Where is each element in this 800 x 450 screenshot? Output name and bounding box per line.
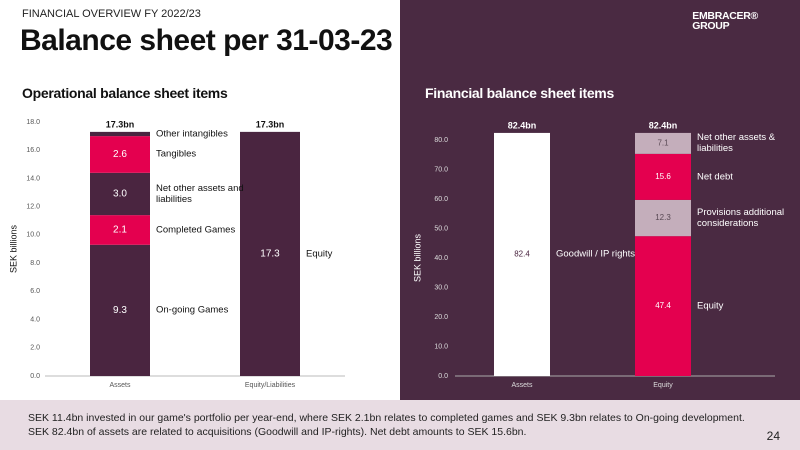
value-label: 2.1 <box>113 225 127 236</box>
y-tick-label: 8.0 <box>30 260 40 267</box>
series-label: On-going Games <box>156 304 229 316</box>
y-tick-label: 20.0 <box>434 314 448 321</box>
value-label: 12.3 <box>655 213 671 222</box>
logo-line: GROUP <box>692 20 730 32</box>
x-tick-label: Equity <box>653 382 673 389</box>
series-label: Net other assets and liabilities <box>156 182 244 205</box>
logo: EMBRACER® GROUP <box>692 10 758 32</box>
chart-title: Operational balance sheet items <box>22 85 228 101</box>
x-tick-label: Assets <box>511 382 533 389</box>
value-label: 9.3 <box>113 305 127 316</box>
total-label: 82.4bn <box>649 120 678 130</box>
slide-title: Balance sheet per 31-03-23 <box>20 24 393 57</box>
bar-segment <box>90 136 150 173</box>
bar-segment <box>90 244 150 376</box>
value-label: 15.6 <box>655 172 671 181</box>
series-label: Other intangibles <box>156 128 228 140</box>
bar-segment <box>494 132 550 376</box>
y-tick-label: 80.0 <box>434 137 448 144</box>
bar-segment <box>635 132 691 154</box>
y-tick-label: 10.0 <box>434 343 448 350</box>
y-tick-label: 14.0 <box>26 175 40 182</box>
y-tick-label: 0.0 <box>30 373 40 380</box>
y-tick-label: 6.0 <box>30 288 40 295</box>
y-tick-label: 50.0 <box>434 225 448 232</box>
bar-segment <box>90 131 150 137</box>
bar-segment <box>635 153 691 200</box>
charts: 0.0 2.0 4.0 6.0 8.0 10.0 12.0 14.0 16.0 18.0 SEK b… <box>8 119 775 389</box>
bar-segment <box>90 215 150 245</box>
bar-segment <box>635 199 691 237</box>
logo-line: EMBRACER® <box>692 10 758 22</box>
y-tick-label: 60.0 <box>434 196 448 203</box>
y-axis-title: SEK billions <box>8 224 18 273</box>
series-label: Completed Games <box>156 224 236 236</box>
value-label: 82.4 <box>514 250 530 259</box>
footer-text: SEK 11.4bn invested in our game's portfo… <box>28 412 745 438</box>
total-label: 82.4bn <box>508 120 537 130</box>
y-tick-label: 12.0 <box>26 204 40 211</box>
series-label: Net debt <box>697 171 733 183</box>
page-number: 24 <box>766 429 780 443</box>
total-label: 17.3bn <box>256 119 285 129</box>
series-label: Tangibles <box>156 148 197 160</box>
bar-segment <box>90 172 150 216</box>
bar-segment <box>240 131 300 376</box>
y-tick-label: 2.0 <box>30 345 40 352</box>
value-label: 3.0 <box>113 189 127 200</box>
series-label: Goodwill / IP rights <box>556 248 636 260</box>
total-label: 17.3bn <box>106 119 135 129</box>
value-label: 17.3 <box>260 249 280 260</box>
y-tick-label: 18.0 <box>26 119 40 126</box>
footer: SEK 11.4bn invested in our game's portfo… <box>0 400 800 450</box>
series-label: Equity <box>306 248 333 260</box>
y-tick-label: 16.0 <box>26 147 40 154</box>
y-tick-label: 70.0 <box>434 166 448 173</box>
chart-title: Financial balance sheet items <box>425 85 614 101</box>
x-tick-label: Assets <box>109 382 131 389</box>
value-label: 47.4 <box>655 301 671 310</box>
value-label: 2.6 <box>113 149 127 160</box>
y-tick-label: 30.0 <box>434 284 448 291</box>
y-tick-label: 40.0 <box>434 255 448 262</box>
series-label: Provisions additional considerations <box>697 207 785 230</box>
y-axis-title: SEK billions <box>412 233 422 282</box>
dark-panel <box>400 0 800 400</box>
bar-segment <box>635 236 691 376</box>
y-tick-label: 10.0 <box>26 232 40 239</box>
series-label: Net other assets & liabilities <box>697 132 776 155</box>
x-tick-label: Equity/Liabilities <box>245 382 296 389</box>
kicker: FINANCIAL OVERVIEW FY 2022/23 <box>22 8 201 20</box>
y-tick-label: 0.0 <box>438 373 448 380</box>
y-tick-label: 4.0 <box>30 316 40 323</box>
value-label: 7.1 <box>657 139 669 148</box>
series-label: Equity <box>697 300 724 312</box>
